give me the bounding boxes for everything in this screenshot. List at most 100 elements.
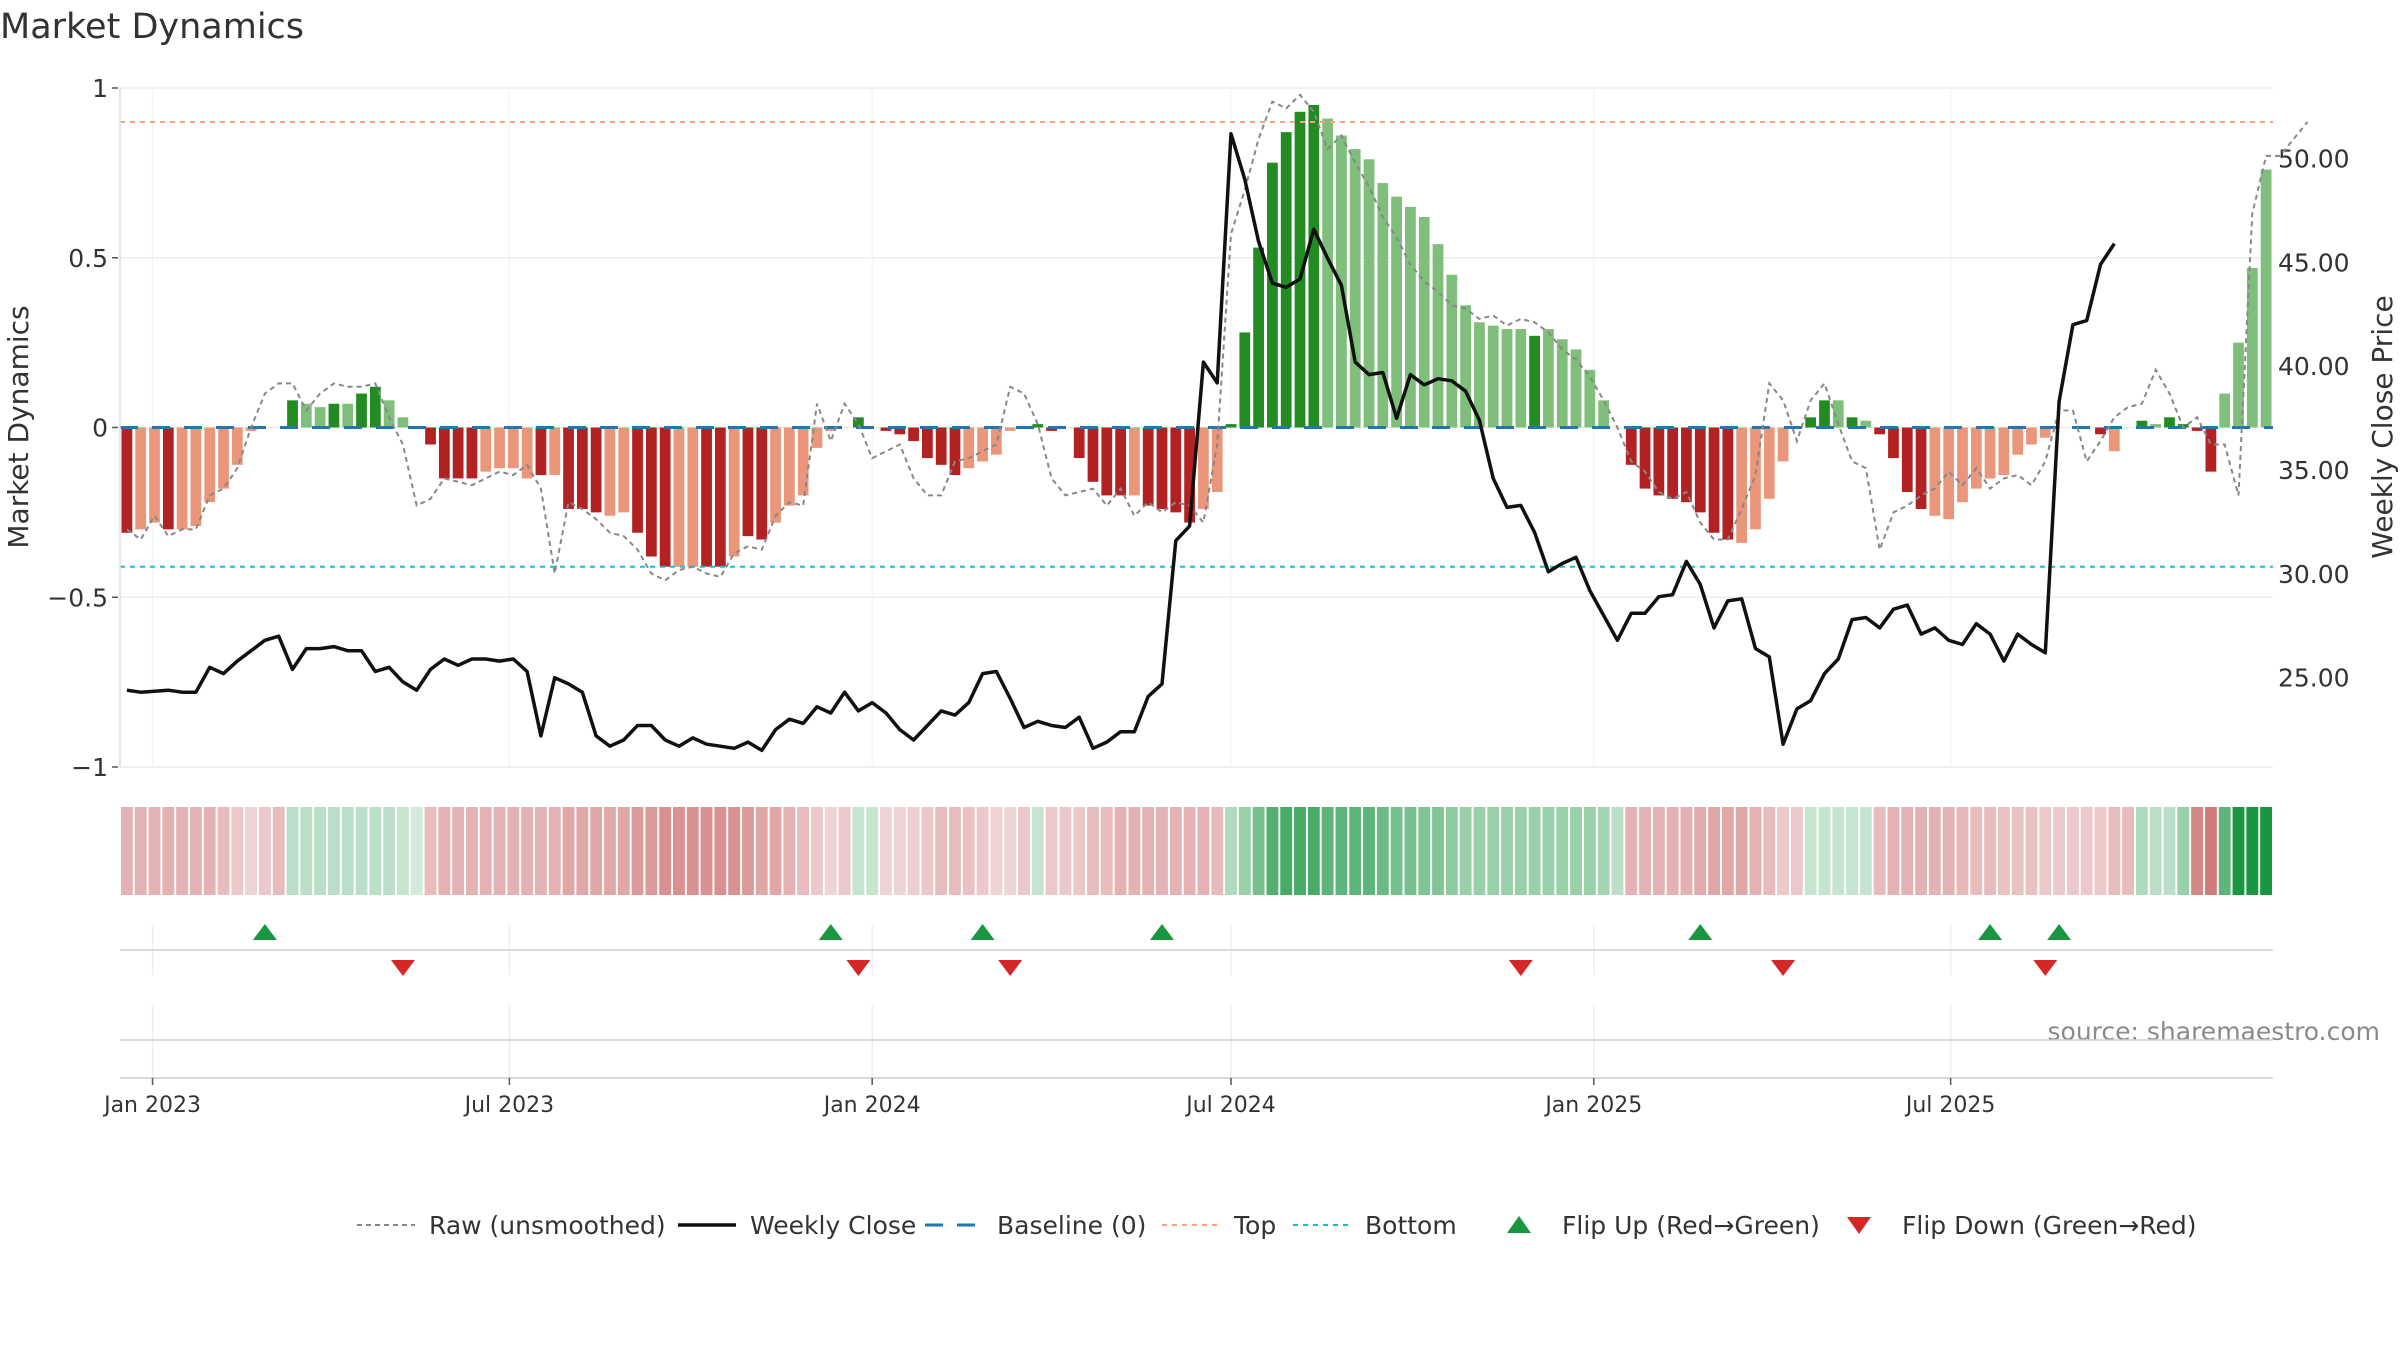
bars-layer	[121, 104, 2272, 567]
strip-cell	[507, 807, 520, 895]
strip-cell	[783, 807, 796, 895]
bar	[1777, 427, 1789, 462]
strip-cell	[1970, 807, 1983, 895]
strip-cell	[2039, 807, 2052, 895]
strip-cell	[1169, 807, 1182, 895]
strip-cell	[1873, 807, 1886, 895]
strip-cell	[1335, 807, 1348, 895]
strip-cell	[921, 807, 934, 895]
bar	[342, 403, 354, 428]
strip-cell	[189, 807, 202, 895]
bar	[1446, 274, 1458, 428]
strip-cell	[1280, 807, 1293, 895]
bar	[1929, 427, 1941, 516]
flip-down-marker	[2033, 960, 2058, 976]
strip-cell	[1445, 807, 1458, 895]
strip-cell	[493, 807, 506, 895]
bar	[549, 427, 561, 476]
bar	[1349, 149, 1361, 428]
bar	[1156, 427, 1168, 509]
legend-flip-down-swatch	[1847, 1217, 1871, 1234]
strip-cell	[1473, 807, 1486, 895]
bar	[1874, 427, 1886, 435]
regime-strip	[120, 807, 2273, 895]
strip-cell	[2177, 807, 2190, 895]
bar	[2136, 420, 2148, 428]
strip-cell	[1156, 807, 1168, 895]
bar	[1901, 427, 1913, 493]
strip-cell	[1749, 807, 1762, 895]
strip-cell	[1997, 807, 2010, 895]
y-tick-label: −1	[71, 753, 108, 782]
strip-cell	[245, 807, 258, 895]
y2-tick-label: 35.00	[2278, 456, 2350, 485]
bar	[921, 427, 933, 459]
strip-cell	[880, 807, 892, 895]
bar	[1087, 427, 1099, 482]
bar	[1998, 427, 2010, 476]
strip-cell	[1721, 807, 1734, 895]
strip-cell	[1763, 807, 1776, 895]
bar	[770, 427, 781, 523]
bar	[300, 403, 312, 428]
strip-cell	[1307, 807, 1320, 895]
strip-cell	[824, 807, 837, 895]
bar	[1598, 400, 1610, 428]
strip-cell	[148, 807, 161, 895]
x-tick-label: Jul 2024	[1184, 1093, 1276, 1118]
bar	[797, 427, 809, 496]
strip-cell	[1252, 807, 1265, 895]
bar	[1943, 427, 1955, 520]
bar	[1267, 162, 1278, 428]
bar	[1294, 111, 1306, 428]
strip-cell	[1363, 807, 1375, 895]
legend-label: Top	[1233, 1211, 1276, 1240]
strip-cell	[714, 807, 727, 895]
legend-label: Baseline (0)	[997, 1211, 1146, 1240]
strip-cell	[1100, 807, 1113, 895]
strip-cell	[838, 807, 851, 895]
strip-cell	[120, 807, 133, 895]
bar	[563, 427, 574, 509]
strip-cell	[1031, 807, 1044, 895]
bar	[162, 427, 174, 530]
bar	[1418, 217, 1430, 428]
bar	[576, 427, 588, 509]
strip-cell	[893, 807, 906, 895]
strip-cell	[1984, 807, 1997, 895]
bar	[1129, 427, 1140, 496]
bar	[328, 403, 340, 428]
bar	[2039, 427, 2051, 438]
strip-cell	[2149, 807, 2162, 895]
strip-cell	[438, 807, 451, 895]
bar	[1736, 427, 1748, 543]
bar	[287, 400, 298, 428]
bar	[604, 427, 616, 516]
strip-cell	[2025, 807, 2038, 895]
flip-up-marker	[2047, 924, 2072, 940]
y2-tick-label: 40.00	[2278, 352, 2350, 381]
bar	[1970, 427, 1982, 489]
bar	[1984, 427, 1996, 479]
strip-cell	[907, 807, 920, 895]
strip-cell	[383, 807, 396, 895]
bar	[480, 427, 492, 472]
bar	[1694, 427, 1706, 513]
strip-cell	[314, 807, 327, 895]
strip-cell	[2053, 807, 2066, 895]
bar	[618, 427, 630, 513]
x-tick-label: Jul 2023	[463, 1093, 555, 1118]
bar	[1860, 420, 1872, 428]
strip-cell	[1928, 807, 1941, 895]
bar	[1681, 427, 1692, 503]
flip-down-marker	[1508, 960, 1533, 976]
bar	[590, 427, 602, 513]
flip-down-marker	[846, 960, 871, 976]
bar	[1198, 427, 1209, 509]
bar	[507, 427, 519, 469]
bar	[1957, 427, 1968, 503]
strip-cell	[949, 807, 961, 895]
strip-cell	[866, 807, 879, 895]
bar	[369, 386, 381, 428]
bar	[466, 427, 478, 479]
